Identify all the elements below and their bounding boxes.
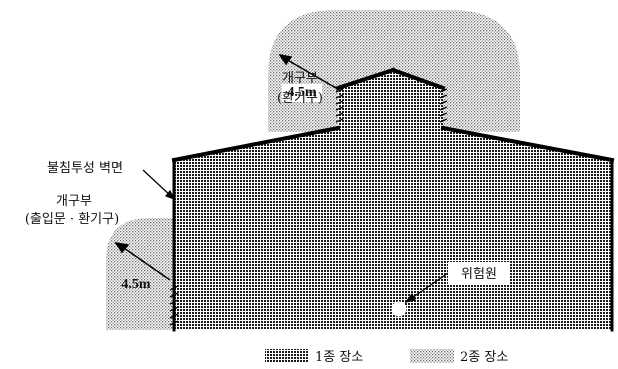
hazard-source — [391, 301, 407, 317]
dim-left-label: 4.5m — [121, 277, 151, 292]
legend-zone1-label: 1종 장소 — [315, 350, 363, 365]
dimension-arrow-left — [114, 241, 171, 281]
zone1-building-region — [174, 70, 612, 330]
opening-left-label-line2: (출입문 · 환기구) — [25, 212, 119, 227]
wall-pointer — [142, 169, 176, 201]
dim-top-label: 4.5m — [287, 85, 317, 100]
opening-top-label-line1: 개구부 — [282, 71, 318, 86]
dim-top-bg — [282, 84, 322, 102]
legend-zone1-swatch — [265, 349, 309, 363]
legend: 1종 장소 2종 장소 — [265, 349, 508, 365]
legend-zone2-label: 2종 장소 — [460, 350, 508, 365]
opening-top-label-line2: (환기구) — [277, 91, 323, 106]
door-opening-hatch — [169, 285, 179, 326]
zone2-left-region — [106, 218, 175, 330]
source-label-box — [448, 262, 510, 284]
legend-zone2-swatch — [410, 349, 454, 363]
vent-opening-left-hatch — [335, 88, 344, 123]
vent-opening-right-hatch — [439, 88, 448, 123]
opening-left-label-line1: 개구부 — [56, 194, 92, 209]
source-pointer — [404, 272, 449, 303]
source-label: 위험원 — [461, 267, 497, 282]
wall-label: 불침투성 벽면 — [47, 161, 123, 176]
dimension-arrow-top — [278, 53, 337, 89]
